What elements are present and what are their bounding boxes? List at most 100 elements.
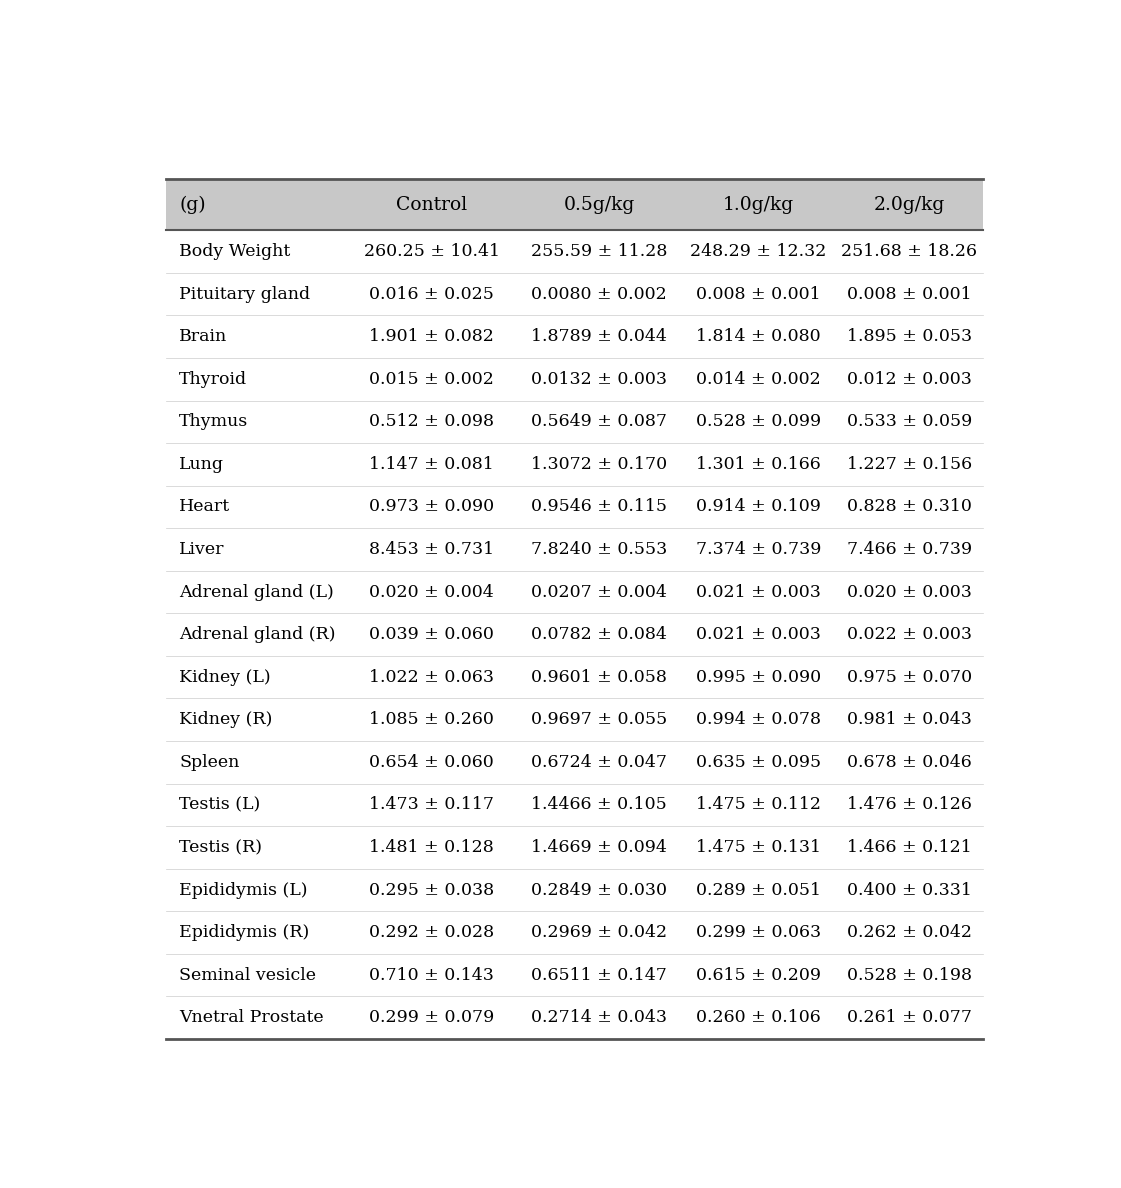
Text: Spleen: Spleen	[179, 754, 240, 771]
Text: 0.5649 ± 0.087: 0.5649 ± 0.087	[531, 413, 667, 430]
Text: 248.29 ± 12.32: 248.29 ± 12.32	[691, 244, 826, 260]
Text: 0.012 ± 0.003: 0.012 ± 0.003	[846, 371, 972, 387]
Text: 0.295 ± 0.038: 0.295 ± 0.038	[369, 881, 494, 898]
Text: 0.678 ± 0.046: 0.678 ± 0.046	[847, 754, 972, 771]
Text: Control: Control	[396, 196, 467, 214]
Text: 0.5g/kg: 0.5g/kg	[564, 196, 634, 214]
Text: Brain: Brain	[179, 328, 228, 346]
Text: 0.6511 ± 0.147: 0.6511 ± 0.147	[531, 967, 667, 984]
Text: Thyroid: Thyroid	[179, 371, 248, 387]
Text: 0.2969 ± 0.042: 0.2969 ± 0.042	[531, 924, 667, 941]
Text: Heart: Heart	[179, 499, 230, 516]
Text: 7.374 ± 0.739: 7.374 ± 0.739	[695, 541, 821, 558]
Text: 1.301 ± 0.166: 1.301 ± 0.166	[696, 456, 821, 473]
Text: 0.008 ± 0.001: 0.008 ± 0.001	[696, 285, 821, 303]
Text: 0.289 ± 0.051: 0.289 ± 0.051	[696, 881, 821, 898]
Text: 0.016 ± 0.025: 0.016 ± 0.025	[369, 285, 494, 303]
Text: 0.512 ± 0.098: 0.512 ± 0.098	[369, 413, 494, 430]
Text: 0.0782 ± 0.084: 0.0782 ± 0.084	[531, 626, 667, 643]
Text: 1.147 ± 0.081: 1.147 ± 0.081	[369, 456, 494, 473]
Text: 1.481 ± 0.128: 1.481 ± 0.128	[369, 839, 494, 857]
Text: 0.039 ± 0.060: 0.039 ± 0.060	[369, 626, 494, 643]
Text: Body Weight: Body Weight	[179, 244, 290, 260]
Text: 0.014 ± 0.002: 0.014 ± 0.002	[696, 371, 821, 387]
Text: 0.261 ± 0.077: 0.261 ± 0.077	[846, 1010, 972, 1026]
Text: Pituitary gland: Pituitary gland	[179, 285, 311, 303]
Text: 2.0g/kg: 2.0g/kg	[873, 196, 945, 214]
Text: 1.085 ± 0.260: 1.085 ± 0.260	[369, 712, 494, 728]
Text: 0.710 ± 0.143: 0.710 ± 0.143	[369, 967, 494, 984]
Text: 0.528 ± 0.099: 0.528 ± 0.099	[696, 413, 821, 430]
Text: 0.9601 ± 0.058: 0.9601 ± 0.058	[531, 669, 667, 685]
Text: 1.473 ± 0.117: 1.473 ± 0.117	[369, 796, 494, 814]
Text: 0.262 ± 0.042: 0.262 ± 0.042	[846, 924, 972, 941]
Text: Testis (R): Testis (R)	[179, 839, 262, 857]
Text: 0.021 ± 0.003: 0.021 ± 0.003	[696, 583, 821, 601]
Text: 0.973 ± 0.090: 0.973 ± 0.090	[369, 499, 494, 516]
Text: 0.021 ± 0.003: 0.021 ± 0.003	[696, 626, 821, 643]
Text: 1.8789 ± 0.044: 1.8789 ± 0.044	[531, 328, 667, 346]
Text: 1.022 ± 0.063: 1.022 ± 0.063	[369, 669, 494, 685]
Text: 0.528 ± 0.198: 0.528 ± 0.198	[846, 967, 972, 984]
Text: 1.4669 ± 0.094: 1.4669 ± 0.094	[531, 839, 667, 857]
Text: 1.227 ± 0.156: 1.227 ± 0.156	[846, 456, 972, 473]
Text: 0.2714 ± 0.043: 0.2714 ± 0.043	[531, 1010, 667, 1026]
Text: Testis (L): Testis (L)	[179, 796, 260, 814]
Bar	[166, 179, 983, 230]
Text: 1.466 ± 0.121: 1.466 ± 0.121	[847, 839, 972, 857]
Text: 1.814 ± 0.080: 1.814 ± 0.080	[696, 328, 821, 346]
Text: Kidney (L): Kidney (L)	[179, 669, 271, 685]
Text: 7.8240 ± 0.553: 7.8240 ± 0.553	[531, 541, 667, 558]
Text: Thymus: Thymus	[179, 413, 249, 430]
Text: 8.453 ± 0.731: 8.453 ± 0.731	[369, 541, 494, 558]
Text: (g): (g)	[179, 196, 206, 214]
Text: 1.475 ± 0.131: 1.475 ± 0.131	[696, 839, 821, 857]
Text: 0.020 ± 0.003: 0.020 ± 0.003	[846, 583, 972, 601]
Text: 0.022 ± 0.003: 0.022 ± 0.003	[846, 626, 972, 643]
Text: 0.260 ± 0.106: 0.260 ± 0.106	[696, 1010, 821, 1026]
Text: 1.895 ± 0.053: 1.895 ± 0.053	[846, 328, 972, 346]
Text: 0.654 ± 0.060: 0.654 ± 0.060	[369, 754, 494, 771]
Text: 0.9546 ± 0.115: 0.9546 ± 0.115	[531, 499, 667, 516]
Text: Vnetral Prostate: Vnetral Prostate	[179, 1010, 324, 1026]
Text: 251.68 ± 18.26: 251.68 ± 18.26	[842, 244, 978, 260]
Text: 7.466 ± 0.739: 7.466 ± 0.739	[846, 541, 972, 558]
Text: 0.533 ± 0.059: 0.533 ± 0.059	[846, 413, 972, 430]
Text: 0.981 ± 0.043: 0.981 ± 0.043	[846, 712, 972, 728]
Text: 1.901 ± 0.082: 1.901 ± 0.082	[369, 328, 494, 346]
Text: 0.015 ± 0.002: 0.015 ± 0.002	[369, 371, 494, 387]
Text: 1.475 ± 0.112: 1.475 ± 0.112	[696, 796, 821, 814]
Text: Seminal vesicle: Seminal vesicle	[179, 967, 316, 984]
Text: 0.0080 ± 0.002: 0.0080 ± 0.002	[531, 285, 667, 303]
Text: 0.299 ± 0.079: 0.299 ± 0.079	[369, 1010, 494, 1026]
Text: Epididymis (L): Epididymis (L)	[179, 881, 308, 898]
Text: 0.635 ± 0.095: 0.635 ± 0.095	[696, 754, 821, 771]
Text: Adrenal gland (R): Adrenal gland (R)	[179, 626, 335, 643]
Text: 0.615 ± 0.209: 0.615 ± 0.209	[696, 967, 821, 984]
Text: 260.25 ± 10.41: 260.25 ± 10.41	[363, 244, 500, 260]
Text: 1.476 ± 0.126: 1.476 ± 0.126	[846, 796, 972, 814]
Text: 0.995 ± 0.090: 0.995 ± 0.090	[696, 669, 821, 685]
Text: 1.0g/kg: 1.0g/kg	[723, 196, 794, 214]
Text: 0.9697 ± 0.055: 0.9697 ± 0.055	[531, 712, 667, 728]
Text: 0.0207 ± 0.004: 0.0207 ± 0.004	[531, 583, 667, 601]
Text: 0.828 ± 0.310: 0.828 ± 0.310	[846, 499, 972, 516]
Text: 0.2849 ± 0.030: 0.2849 ± 0.030	[531, 881, 667, 898]
Text: 0.994 ± 0.078: 0.994 ± 0.078	[696, 712, 821, 728]
Text: 0.292 ± 0.028: 0.292 ± 0.028	[369, 924, 494, 941]
Text: Liver: Liver	[179, 541, 224, 558]
Text: Kidney (R): Kidney (R)	[179, 712, 272, 728]
Text: Adrenal gland (L): Adrenal gland (L)	[179, 583, 334, 601]
Text: 0.975 ± 0.070: 0.975 ± 0.070	[846, 669, 972, 685]
Text: 0.0132 ± 0.003: 0.0132 ± 0.003	[531, 371, 667, 387]
Text: 0.6724 ± 0.047: 0.6724 ± 0.047	[531, 754, 667, 771]
Text: Lung: Lung	[179, 456, 224, 473]
Text: Epididymis (R): Epididymis (R)	[179, 924, 309, 941]
Text: 1.3072 ± 0.170: 1.3072 ± 0.170	[531, 456, 667, 473]
Text: 0.020 ± 0.004: 0.020 ± 0.004	[369, 583, 494, 601]
Text: 255.59 ± 11.28: 255.59 ± 11.28	[531, 244, 667, 260]
Text: 0.299 ± 0.063: 0.299 ± 0.063	[696, 924, 821, 941]
Text: 0.008 ± 0.001: 0.008 ± 0.001	[847, 285, 972, 303]
Text: 0.914 ± 0.109: 0.914 ± 0.109	[696, 499, 821, 516]
Text: 1.4466 ± 0.105: 1.4466 ± 0.105	[531, 796, 667, 814]
